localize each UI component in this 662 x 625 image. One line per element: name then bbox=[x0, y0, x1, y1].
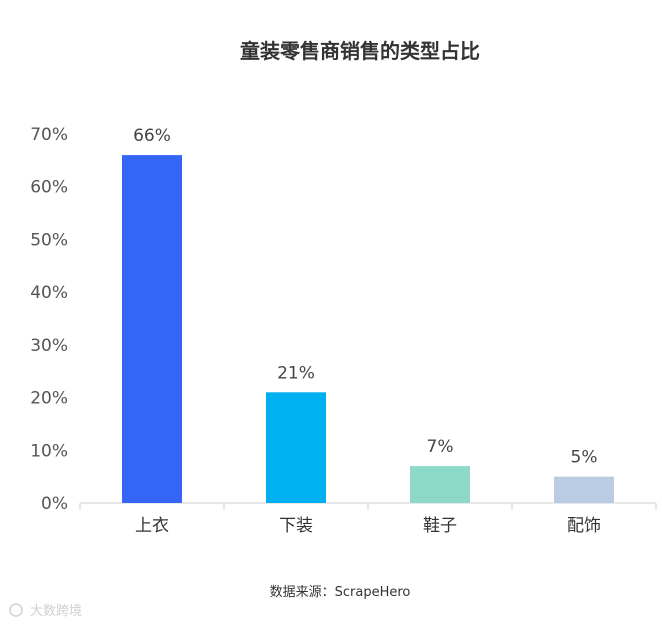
x-tick-label: 鞋子 bbox=[423, 516, 457, 536]
watermark-text: 大数跨境 bbox=[30, 604, 82, 619]
data-label: 66% bbox=[133, 126, 171, 146]
y-tick-label: 20% bbox=[30, 389, 68, 409]
data-label: 21% bbox=[277, 363, 315, 383]
watermark-logo-icon bbox=[9, 603, 23, 617]
data-label: 7% bbox=[427, 437, 454, 457]
x-tick-label: 下装 bbox=[279, 516, 313, 536]
chart-title: 童装零售商销售的类型占比 bbox=[240, 39, 480, 63]
y-tick-label: 0% bbox=[41, 494, 68, 514]
bar bbox=[554, 476, 614, 503]
y-tick-label: 60% bbox=[30, 178, 68, 198]
x-axis: 上衣 下装 鞋子 配饰 bbox=[79, 503, 657, 536]
source-note: 数据来源：ScrapeHero bbox=[270, 585, 411, 600]
y-tick-label: 70% bbox=[30, 125, 68, 145]
x-tick-label: 上衣 bbox=[135, 516, 169, 536]
bar-series: 66% 21% 7% 5% bbox=[122, 126, 614, 504]
bar bbox=[410, 466, 470, 503]
bar bbox=[122, 155, 182, 504]
y-tick-label: 10% bbox=[30, 441, 68, 461]
bar bbox=[266, 392, 326, 503]
y-tick-label: 30% bbox=[30, 336, 68, 356]
watermark: 大数跨境 bbox=[9, 603, 82, 619]
x-tick-label: 配饰 bbox=[567, 516, 601, 536]
y-tick-label: 40% bbox=[30, 283, 68, 303]
y-axis: 0% 10% 20% 30% 40% 50% 60% 70% bbox=[30, 125, 68, 514]
y-tick-label: 50% bbox=[30, 230, 68, 250]
data-label: 5% bbox=[571, 448, 598, 468]
